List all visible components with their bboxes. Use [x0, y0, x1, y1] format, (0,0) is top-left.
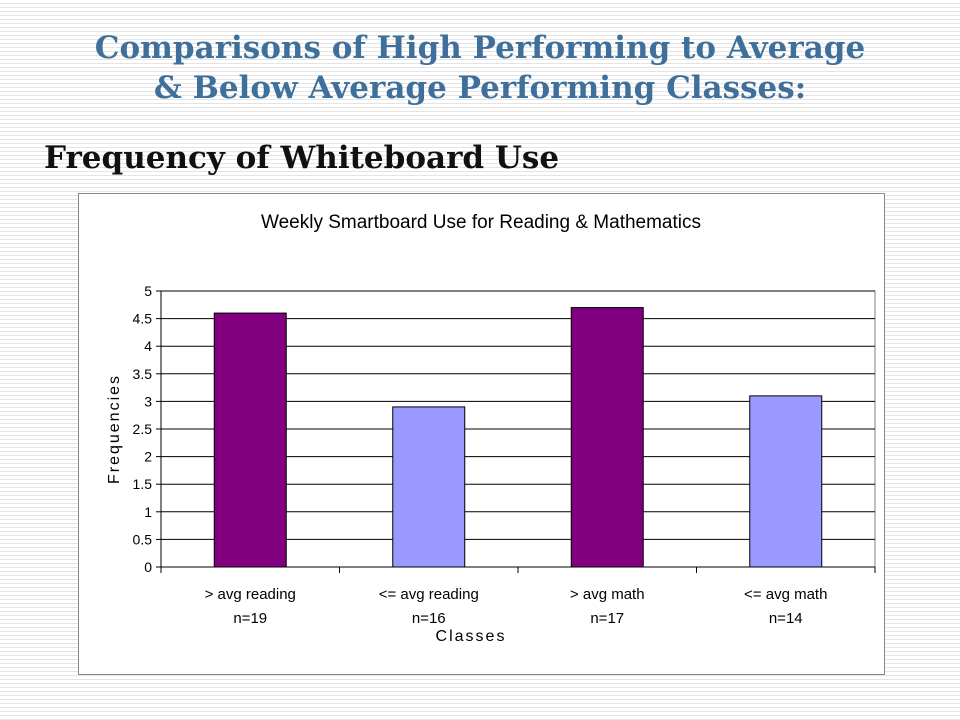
x-category-label: > avg math — [570, 586, 645, 603]
y-axis-title: Frequencies — [106, 374, 123, 484]
x-axis-title: Classes — [436, 628, 507, 645]
y-tick-label: 3.5 — [133, 366, 153, 382]
slide-subtitle: Frequency of Whiteboard Use — [44, 140, 560, 176]
chart-title: Weekly Smartboard Use for Reading & Math… — [261, 212, 701, 233]
chart-frame: Weekly Smartboard Use for Reading & Math… — [78, 193, 885, 675]
y-tick-label: 3 — [144, 393, 152, 409]
slide-title-line-2: & Below Average Performing Classes: — [153, 70, 807, 106]
sample-size-label: n=17 — [590, 610, 624, 627]
y-tick-label: 0.5 — [133, 531, 153, 547]
bar-4 — [749, 395, 823, 568]
bar-2 — [392, 406, 466, 568]
y-tick-label: 4 — [144, 338, 152, 354]
y-tick-label: 2 — [144, 449, 152, 465]
bar-chart: Weekly Smartboard Use for Reading & Math… — [106, 212, 876, 645]
sample-size-label: n=16 — [412, 610, 446, 627]
y-tick-label: 4.5 — [133, 311, 153, 327]
x-category-label: <= avg math — [744, 586, 827, 603]
y-tick-label: 2.5 — [133, 421, 153, 437]
x-category-label: > avg reading — [205, 586, 296, 603]
y-tick-label: 0 — [144, 559, 152, 575]
sample-size-label: n=14 — [769, 610, 803, 627]
sample-size-label: n=19 — [233, 610, 267, 627]
bar-1 — [213, 312, 287, 568]
slide-title-line-1: Comparisons of High Performing to Averag… — [94, 30, 866, 66]
bar-3 — [570, 307, 644, 568]
y-tick-label: 1 — [144, 504, 152, 520]
y-tick-label: 1.5 — [133, 476, 153, 492]
slide-title: Comparisons of High Performing to Averag… — [0, 28, 960, 108]
y-tick-label: 5 — [144, 283, 152, 299]
plot-area: 0 0.5 1 1.5 2 2.5 3 3.5 4 4.5 5 > avg reading n=19 <=… — [106, 283, 876, 645]
x-category-label: <= avg reading — [379, 586, 479, 603]
